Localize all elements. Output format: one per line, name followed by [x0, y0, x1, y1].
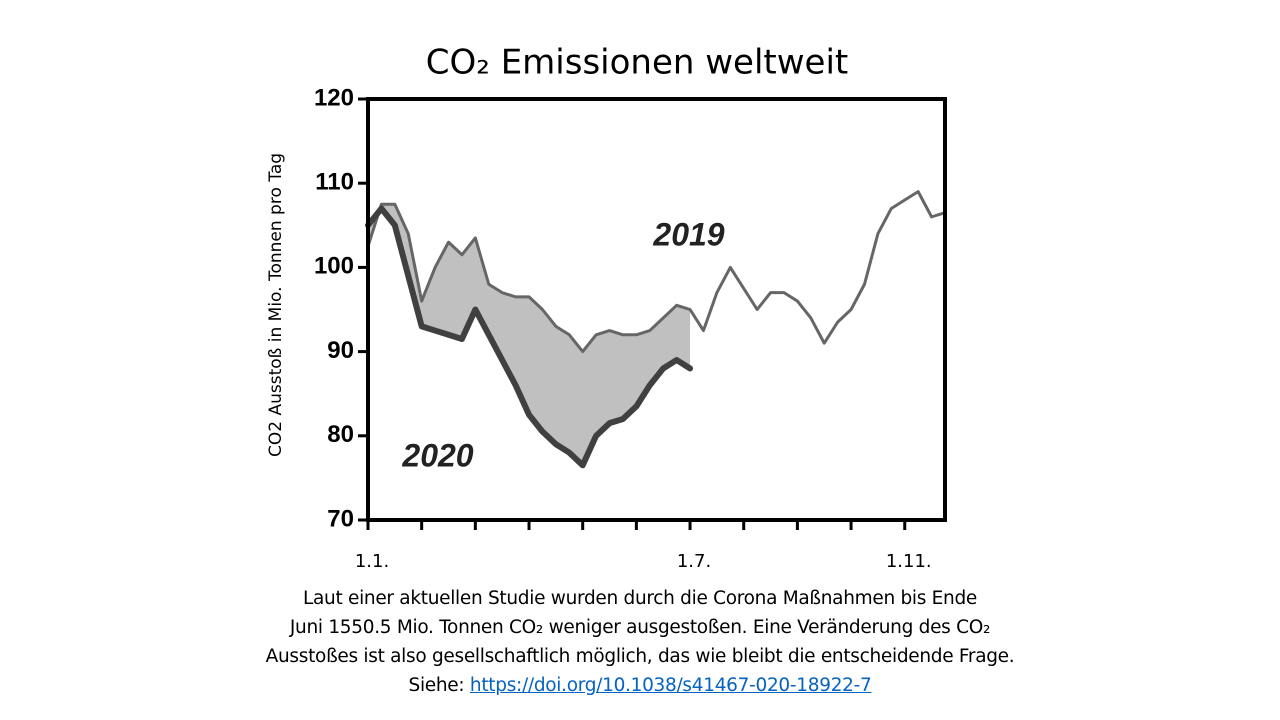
x-tick-label: 1.7. [677, 551, 711, 572]
plot-frame [366, 97, 947, 522]
difference-area [368, 204, 691, 466]
y-tick-label: 90 [327, 337, 354, 364]
doi-link[interactable]: https://doi.org/10.1038/s41467-020-18922… [469, 675, 872, 696]
y-tick-label: 80 [327, 421, 354, 448]
caption-line: Juni 1550.5 Mio. Tonnen CO₂ weniger ausg… [289, 617, 991, 638]
y-tick-label: 100 [314, 253, 354, 280]
caption-line: Laut einer aktuellen Studie wurden durch… [302, 588, 977, 609]
x-tick-label: 1.1. [355, 551, 389, 572]
link-prefix: Siehe: [408, 675, 465, 696]
series-annotation: 2020 [401, 437, 473, 473]
caption: Laut einer aktuellen Studie wurden durch… [0, 584, 1280, 700]
caption-line: Ausstoßes ist also gesellschaftlich mögl… [265, 646, 1015, 667]
chart-title: CO₂ Emissionen weltweit [426, 43, 849, 83]
y-axis-label: CO2 Ausstoß in Mio. Tonnen pro Tag [266, 153, 286, 457]
series-line [366, 190, 947, 354]
series-line [365, 205, 694, 469]
x-tick-label: 1.11. [886, 551, 932, 572]
y-tick-label: 120 [314, 84, 354, 111]
caption-source: Siehe: https://doi.org/10.1038/s41467-02… [0, 671, 1280, 700]
y-tick-label: 110 [315, 169, 354, 196]
y-tick-label: 70 [327, 505, 354, 532]
series-annotation: 2019 [652, 216, 724, 252]
